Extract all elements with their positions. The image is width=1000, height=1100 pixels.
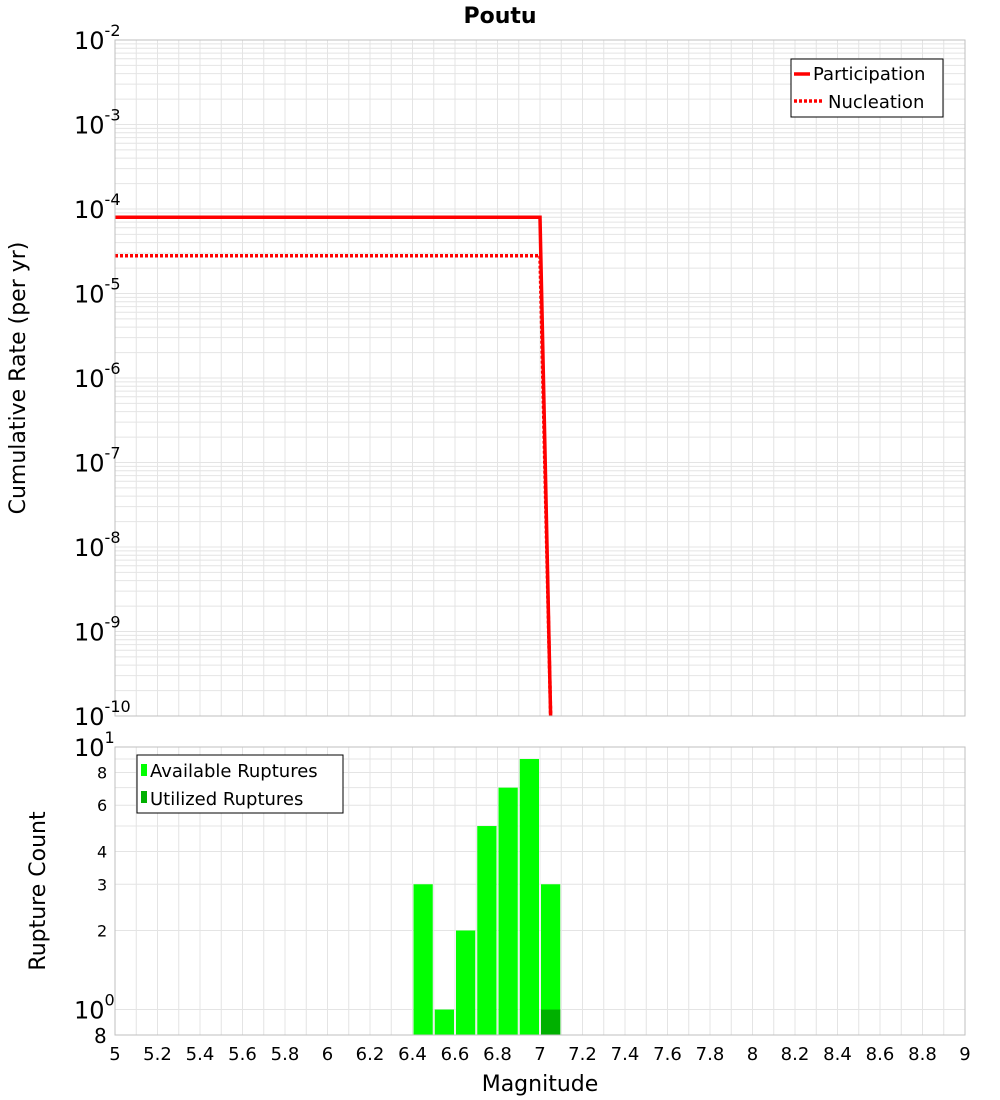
bar-available bbox=[519, 759, 539, 1035]
legend-utilized-swatch bbox=[141, 791, 147, 803]
x-tick-label: 6.8 bbox=[483, 1044, 512, 1065]
top-y-tick-label: 10-2 bbox=[74, 21, 121, 55]
bar-available bbox=[541, 884, 561, 1035]
top-y-tick-label: 10-7 bbox=[74, 444, 121, 478]
top-panel: 10-2 10-3 10-4 10-5 10-6 10-7 10-8 10-9 10-10 Cu… bbox=[6, 21, 966, 731]
legend-participation-label: Participation bbox=[813, 64, 925, 85]
top-y-tick-label: 10-4 bbox=[74, 190, 121, 224]
bottom-y-axis-label: Rupture Count bbox=[26, 811, 51, 971]
bottom-bars bbox=[413, 759, 561, 1035]
top-plot-frame bbox=[114, 39, 966, 717]
top-y-tick-label: 10-9 bbox=[74, 613, 121, 647]
bottom-y-tick-label: 100 bbox=[74, 991, 115, 1025]
x-tick-label: 6.4 bbox=[398, 1044, 427, 1065]
x-tick-label: 8.6 bbox=[866, 1044, 895, 1065]
x-tick-label: 8.2 bbox=[781, 1044, 810, 1065]
legend-available-label: Available Ruptures bbox=[150, 761, 318, 782]
x-tick-label: 7.2 bbox=[568, 1044, 597, 1065]
legend-utilized-label: Utilized Ruptures bbox=[150, 789, 303, 810]
x-tick-labels: 5 5.2 5.4 5.6 5.8 6 6.2 6.4 6.6 6.8 7 7.2 7.4 7.6 7.8 8… bbox=[109, 1044, 970, 1065]
bottom-plot-frame bbox=[114, 746, 966, 1036]
legend-available-swatch bbox=[141, 764, 147, 776]
x-tick-label: 5.6 bbox=[228, 1044, 257, 1065]
bottom-y-minor-tick-label: 6 bbox=[97, 796, 107, 815]
x-tick-label: 5 bbox=[109, 1044, 120, 1065]
bottom-legend: Available Ruptures Utilized Ruptures bbox=[136, 754, 344, 814]
bottom-y-minor-tick-label: 2 bbox=[97, 922, 107, 941]
top-y-axis-label: Cumulative Rate (per yr) bbox=[6, 242, 31, 515]
x-tick-label: 7.8 bbox=[696, 1044, 725, 1065]
x-tick-label: 8.4 bbox=[823, 1044, 852, 1065]
x-tick-label: 5.8 bbox=[271, 1044, 300, 1065]
x-tick-label: 6 bbox=[322, 1044, 333, 1065]
x-tick-label: 8 bbox=[747, 1044, 758, 1065]
top-y-tick-label: 10-3 bbox=[74, 106, 121, 140]
bar-available bbox=[413, 884, 433, 1035]
top-y-tick-label: 10-10 bbox=[74, 697, 131, 731]
bar-available bbox=[498, 787, 518, 1035]
x-tick-label: 9 bbox=[959, 1044, 970, 1065]
x-tick-label: 7.4 bbox=[611, 1044, 640, 1065]
x-tick-label: 5.2 bbox=[143, 1044, 172, 1065]
top-legend: Participation Nucleation bbox=[790, 58, 944, 118]
x-tick-label: 6.2 bbox=[356, 1044, 385, 1065]
x-tick-label: 7 bbox=[534, 1044, 545, 1065]
series-line-nucleation bbox=[115, 253, 553, 717]
bar-available bbox=[434, 1009, 454, 1035]
x-tick-label: 6.6 bbox=[441, 1044, 470, 1065]
x-tick-label: 8.8 bbox=[908, 1044, 937, 1065]
bar-utilized bbox=[541, 1009, 561, 1035]
bar-available bbox=[456, 930, 476, 1035]
bottom-y-tick-label: 101 bbox=[74, 728, 115, 762]
top-y-tick-label: 10-6 bbox=[74, 359, 121, 393]
top-gridlines bbox=[114, 40, 966, 717]
series-line-participation bbox=[115, 215, 553, 717]
x-tick-label: 5.4 bbox=[186, 1044, 215, 1065]
top-y-tick-label: 10-8 bbox=[74, 528, 121, 562]
legend-nucleation-label: Nucleation bbox=[828, 92, 924, 113]
bottom-y-minor-tick-label: 4 bbox=[97, 842, 107, 861]
x-axis-label: Magnitude bbox=[482, 1072, 599, 1097]
bottom-y-minor-tick-label: 8 bbox=[97, 763, 107, 782]
bar-available bbox=[477, 826, 497, 1035]
chart-title: Poutu bbox=[463, 4, 536, 29]
bottom-y-minor-tick-label: 8 bbox=[94, 1024, 107, 1048]
top-series-lines bbox=[115, 215, 553, 717]
top-y-tick-label: 10-5 bbox=[74, 275, 121, 309]
x-tick-label: 7.6 bbox=[653, 1044, 682, 1065]
bottom-y-minor-tick-label: 3 bbox=[97, 875, 107, 894]
